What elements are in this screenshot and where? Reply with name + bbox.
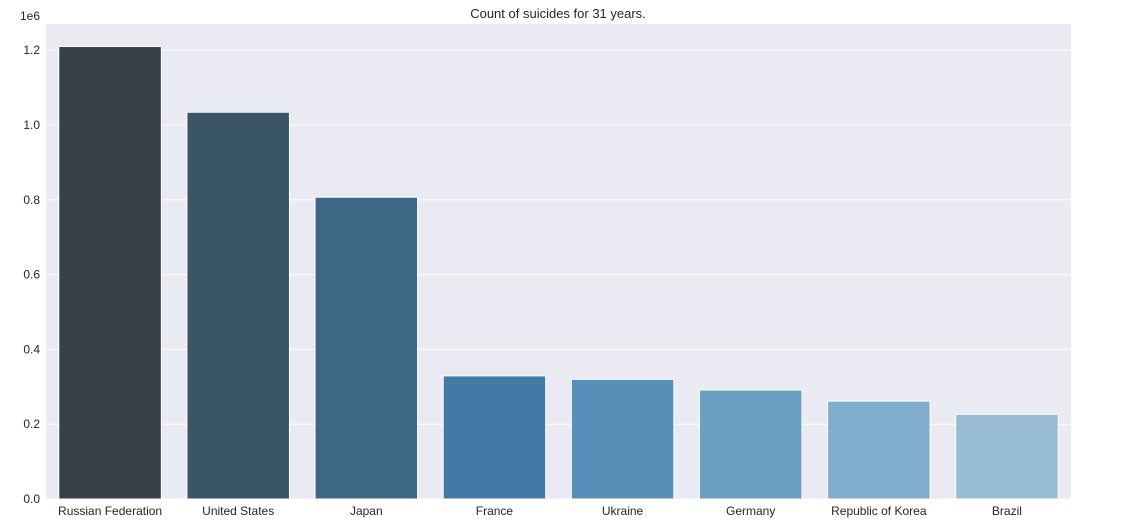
bar <box>698 389 803 500</box>
x-tick-label: Republic of Korea <box>831 504 927 518</box>
x-tick-label: Russian Federation <box>58 504 162 518</box>
y-tick-label: 0.0 <box>23 492 40 506</box>
y-tick-label: 1.2 <box>23 43 40 57</box>
y-tick-label: 0.6 <box>23 268 40 282</box>
bars <box>58 46 1059 500</box>
x-tick-label: Ukraine <box>602 504 644 518</box>
y-tick-label: 1.0 <box>23 118 40 132</box>
bar <box>442 375 547 500</box>
y-axis-offset-label: 1e6 <box>20 9 40 23</box>
bar <box>955 413 1059 500</box>
y-tick-label: 0.4 <box>23 342 40 356</box>
chart-title: Count of suicides for 31 years. <box>470 6 646 21</box>
bar <box>570 378 675 500</box>
x-axis-ticks: Russian Federation United States Japan Fran… <box>58 504 1022 518</box>
y-tick-label: 0.8 <box>23 193 40 207</box>
x-tick-label: France <box>476 504 514 518</box>
x-tick-label: Brazil <box>992 504 1022 518</box>
bar <box>58 46 162 500</box>
y-axis-ticks: 0.0 0.2 0.4 0.6 0.8 1.0 1.2 <box>23 43 40 506</box>
x-tick-label: Germany <box>726 504 775 518</box>
x-tick-label: Japan <box>350 504 383 518</box>
bar <box>186 111 290 500</box>
bar <box>827 400 931 500</box>
bar <box>314 196 419 500</box>
x-tick-label: United States <box>202 504 274 518</box>
y-tick-label: 0.2 <box>23 417 40 431</box>
